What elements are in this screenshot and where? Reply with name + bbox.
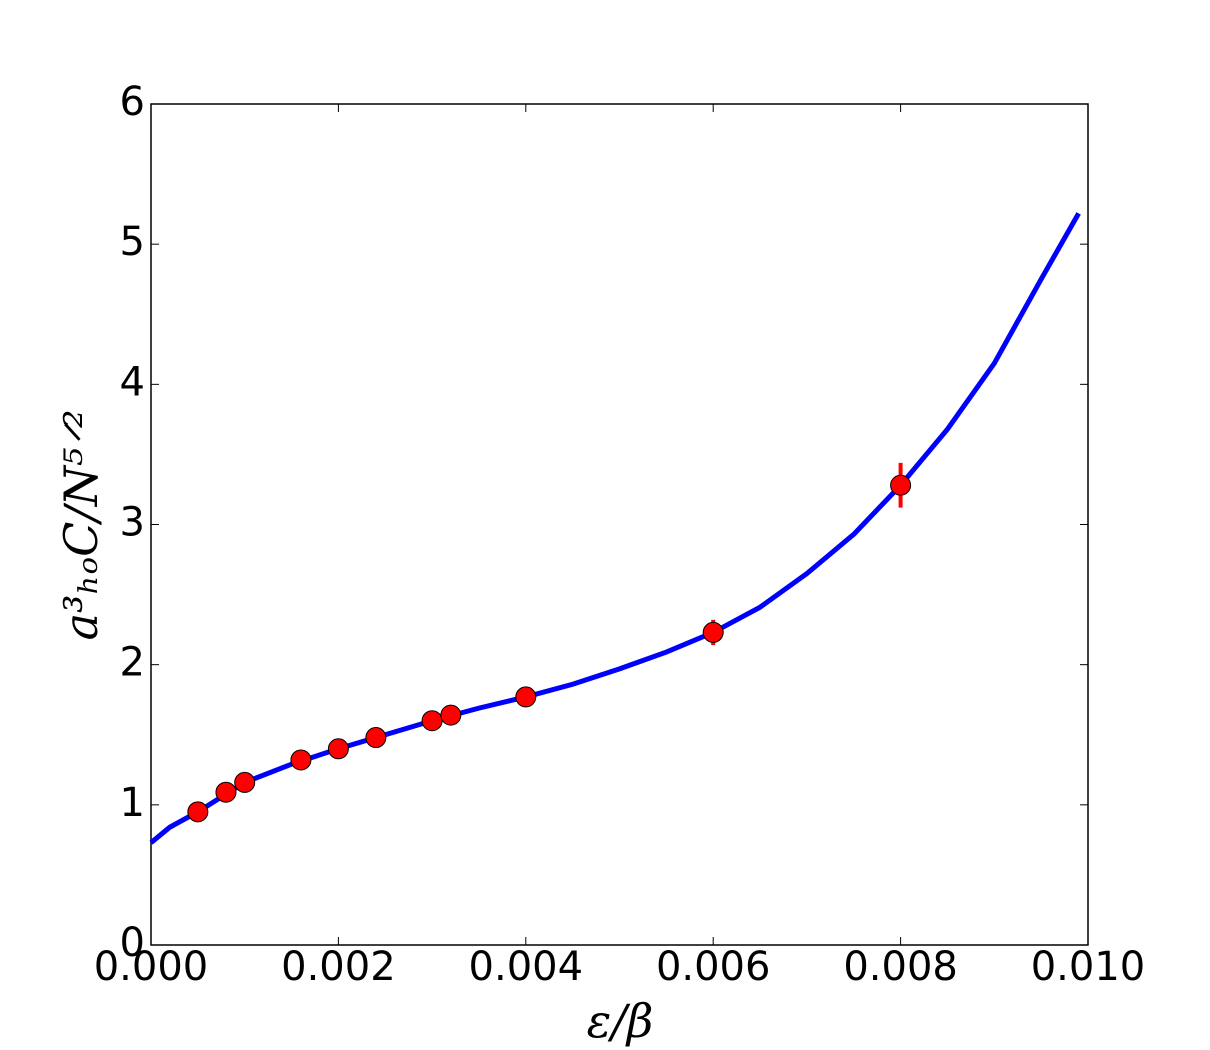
data-point bbox=[702, 621, 724, 643]
fit-line bbox=[149, 212, 1081, 845]
y-tick-label: 2 bbox=[120, 640, 145, 686]
x-tick-label: 0.006 bbox=[656, 944, 771, 990]
y-tick-label: 0 bbox=[120, 920, 145, 966]
y-axis-label: a³ₕₒC/N⁵ᐟ² bbox=[54, 410, 108, 641]
y-tick-label: 3 bbox=[120, 500, 145, 546]
x-tick-label: 0.008 bbox=[843, 944, 958, 990]
y-tick-label: 5 bbox=[120, 219, 145, 265]
y-tick-label: 6 bbox=[120, 79, 145, 125]
data-point bbox=[187, 801, 209, 823]
y-tick-label: 4 bbox=[120, 359, 145, 405]
data-point bbox=[234, 771, 256, 793]
data-point bbox=[215, 781, 237, 803]
data-point bbox=[515, 686, 537, 708]
y-tick-label: 1 bbox=[120, 780, 145, 826]
data-point bbox=[421, 710, 443, 732]
x-tick-label: 0.004 bbox=[469, 944, 584, 990]
x-axis-label: ε/β bbox=[587, 994, 654, 1048]
x-tick-label: 0.000 bbox=[94, 944, 209, 990]
x-tick-label: 0.002 bbox=[281, 944, 396, 990]
data-point bbox=[365, 727, 387, 749]
data-point bbox=[327, 738, 349, 760]
plot-frame bbox=[150, 103, 1089, 946]
x-tick-label: 0.010 bbox=[1031, 944, 1146, 990]
data-point bbox=[290, 749, 312, 771]
data-point bbox=[890, 474, 912, 496]
data-point bbox=[440, 704, 462, 726]
